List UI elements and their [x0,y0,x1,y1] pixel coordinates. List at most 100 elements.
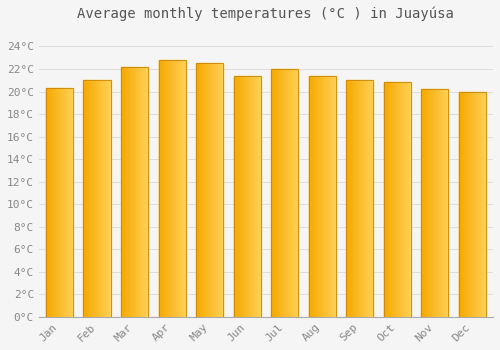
Bar [250,76,251,317]
Bar [331,76,332,317]
Bar [366,80,367,317]
Bar [166,60,167,317]
Bar [198,63,199,317]
Bar [55,88,56,317]
Bar [311,76,312,317]
Bar [463,91,464,317]
Bar [397,83,398,317]
Bar [145,67,146,317]
Bar [468,91,469,317]
Bar [363,80,364,317]
Bar [350,80,351,317]
Bar [280,69,281,317]
Bar [446,89,447,317]
Bar [391,83,392,317]
Bar [57,88,58,317]
Bar [429,89,430,317]
Bar [428,89,429,317]
Bar [469,91,470,317]
Bar [434,89,435,317]
Bar [202,63,203,317]
Bar [85,80,86,317]
Bar [125,67,126,317]
Bar [484,91,485,317]
Bar [348,80,349,317]
Bar [101,80,102,317]
Bar [354,80,355,317]
Bar [482,91,483,317]
Bar [96,80,97,317]
Bar [170,60,171,317]
Bar [322,76,323,317]
Bar [174,60,175,317]
Bar [68,88,69,317]
Bar [165,60,166,317]
Bar [64,88,65,317]
Bar [238,76,239,317]
Bar [234,76,260,317]
Bar [296,69,297,317]
Bar [199,63,200,317]
Bar [432,89,433,317]
Bar [257,76,258,317]
Bar [364,80,365,317]
Bar [427,89,428,317]
Bar [276,69,277,317]
Bar [128,67,129,317]
Bar [277,69,278,317]
Bar [404,83,405,317]
Bar [439,89,440,317]
Bar [182,60,183,317]
Bar [204,63,205,317]
Bar [88,80,89,317]
Bar [158,60,186,317]
Bar [387,83,388,317]
Bar [330,76,331,317]
Bar [314,76,315,317]
Bar [442,89,443,317]
Bar [71,88,72,317]
Bar [92,80,93,317]
Bar [447,89,448,317]
Bar [134,67,135,317]
Bar [180,60,182,317]
Bar [440,89,441,317]
Bar [478,91,479,317]
Bar [237,76,238,317]
Bar [141,67,142,317]
Bar [409,83,410,317]
Bar [97,80,98,317]
Bar [201,63,202,317]
Bar [289,69,290,317]
Bar [285,69,286,317]
Bar [178,60,179,317]
Bar [334,76,335,317]
Bar [61,88,62,317]
Bar [51,88,52,317]
Bar [243,76,244,317]
Bar [437,89,438,317]
Bar [481,91,482,317]
Bar [58,88,59,317]
Bar [444,89,445,317]
Bar [327,76,328,317]
Bar [60,88,61,317]
Bar [50,88,51,317]
Bar [144,67,145,317]
Bar [470,91,471,317]
Bar [54,88,55,317]
Bar [184,60,185,317]
Bar [220,63,221,317]
Bar [371,80,372,317]
Bar [410,83,411,317]
Bar [105,80,106,317]
Bar [326,76,327,317]
Bar [351,80,352,317]
Bar [109,80,110,317]
Bar [244,76,245,317]
Bar [196,63,197,317]
Bar [168,60,169,317]
Bar [140,67,141,317]
Bar [293,69,294,317]
Bar [256,76,257,317]
